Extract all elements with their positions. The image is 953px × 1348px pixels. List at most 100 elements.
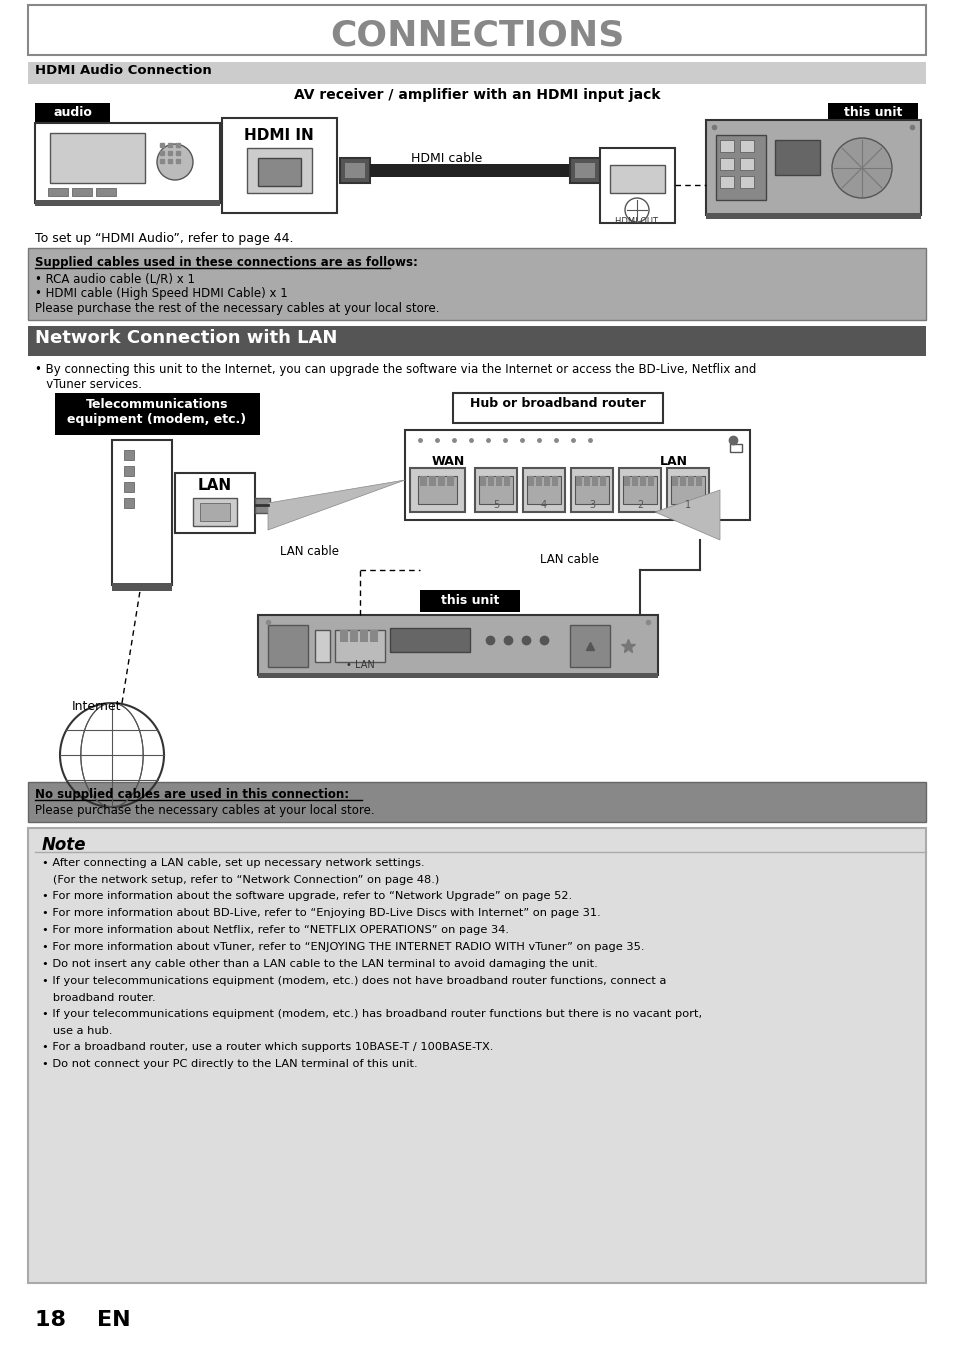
Bar: [254, 497, 270, 514]
Bar: [257, 673, 658, 678]
Bar: [575, 163, 595, 178]
Bar: [720, 140, 733, 152]
Bar: [631, 476, 638, 487]
Text: 5: 5: [493, 500, 498, 510]
Bar: [740, 140, 753, 152]
Text: • RCA audio cable (L/R) x 1: • RCA audio cable (L/R) x 1: [35, 272, 194, 284]
Bar: [475, 468, 517, 512]
Text: HDMI OUT: HDMI OUT: [615, 217, 658, 226]
Text: this unit: this unit: [842, 106, 902, 119]
Text: • For more information about BD-Live, refer to “Enjoying BD-Live Discs with Inte: • For more information about BD-Live, re…: [42, 909, 600, 918]
Bar: [740, 177, 753, 187]
Bar: [222, 119, 336, 213]
Bar: [55, 394, 260, 435]
Bar: [453, 394, 662, 423]
Bar: [124, 483, 133, 492]
Bar: [705, 213, 920, 218]
Bar: [647, 476, 654, 487]
Bar: [359, 630, 368, 642]
Text: Supplied cables used in these connections are as follows:: Supplied cables used in these connection…: [35, 256, 417, 270]
Text: LAN: LAN: [197, 479, 232, 493]
Bar: [670, 476, 704, 504]
Polygon shape: [655, 491, 720, 541]
Text: 18    EN: 18 EN: [35, 1310, 131, 1330]
Bar: [28, 782, 925, 822]
Bar: [339, 158, 370, 183]
Bar: [112, 439, 172, 585]
Text: Note: Note: [42, 836, 87, 855]
Bar: [417, 476, 456, 504]
Text: LAN: LAN: [659, 456, 687, 468]
Bar: [200, 503, 230, 520]
Text: • After connecting a LAN cable, set up necessary network settings.: • After connecting a LAN cable, set up n…: [42, 857, 424, 868]
Text: • For more information about Netflix, refer to “NETFLIX OPERATIONS” on page 34.: • For more information about Netflix, re…: [42, 925, 509, 936]
Bar: [429, 476, 436, 487]
Bar: [437, 476, 444, 487]
Text: Please purchase the necessary cables at your local store.: Please purchase the necessary cables at …: [35, 803, 375, 817]
Text: vTuner services.: vTuner services.: [35, 377, 142, 391]
Text: HDMI cable: HDMI cable: [411, 152, 482, 164]
Bar: [522, 468, 564, 512]
Bar: [96, 187, 116, 195]
Bar: [174, 473, 254, 532]
Bar: [35, 123, 220, 204]
Text: 4: 4: [540, 500, 546, 510]
Text: this unit: this unit: [440, 594, 498, 607]
Bar: [478, 476, 513, 504]
Text: LAN cable: LAN cable: [540, 553, 598, 566]
Bar: [35, 200, 220, 206]
Bar: [536, 476, 541, 487]
Bar: [503, 476, 510, 487]
Bar: [112, 582, 172, 590]
Bar: [193, 497, 236, 526]
Bar: [419, 590, 519, 612]
Bar: [257, 615, 658, 675]
Bar: [50, 133, 145, 183]
Text: 3: 3: [588, 500, 595, 510]
Bar: [569, 158, 599, 183]
Bar: [339, 630, 348, 642]
Circle shape: [831, 137, 891, 198]
Text: broadband router.: broadband router.: [42, 993, 155, 1003]
Bar: [257, 158, 301, 186]
Bar: [124, 450, 133, 460]
Bar: [609, 164, 664, 193]
Bar: [552, 476, 558, 487]
Text: LAN cable: LAN cable: [280, 545, 339, 558]
Text: audio: audio: [53, 106, 92, 119]
Circle shape: [624, 198, 648, 222]
Text: • Do not connect your PC directly to the LAN terminal of this unit.: • Do not connect your PC directly to the…: [42, 1060, 417, 1069]
Text: • If your telecommunications equipment (modem, etc.) has broadband router functi: • If your telecommunications equipment (…: [42, 1010, 701, 1019]
Text: WAN: WAN: [432, 456, 465, 468]
Bar: [390, 628, 470, 652]
Bar: [124, 497, 133, 508]
Bar: [729, 443, 741, 452]
Text: • Do not insert any cable other than a LAN cable to the LAN terminal to avoid da: • Do not insert any cable other than a L…: [42, 958, 598, 969]
Bar: [447, 476, 454, 487]
Text: • For more information about the software upgrade, refer to “Network Upgrade” on: • For more information about the softwar…: [42, 891, 572, 900]
Bar: [720, 177, 733, 187]
Bar: [247, 148, 312, 193]
Bar: [774, 140, 820, 175]
Bar: [592, 476, 598, 487]
Text: Telecommunications
equipment (modem, etc.): Telecommunications equipment (modem, etc…: [68, 398, 246, 426]
Bar: [543, 476, 550, 487]
Bar: [583, 476, 589, 487]
Text: To set up “HDMI Audio”, refer to page 44.: To set up “HDMI Audio”, refer to page 44…: [35, 232, 294, 245]
Bar: [571, 468, 613, 512]
Bar: [479, 476, 485, 487]
Bar: [28, 326, 925, 356]
Bar: [28, 248, 925, 319]
Text: • For more information about vTuner, refer to “ENJOYING THE INTERNET RADIO WITH : • For more information about vTuner, ref…: [42, 942, 644, 952]
Bar: [405, 430, 749, 520]
Text: AV receiver / amplifier with an HDMI input jack: AV receiver / amplifier with an HDMI inp…: [294, 88, 659, 102]
Bar: [575, 476, 608, 504]
Bar: [28, 828, 925, 1283]
Circle shape: [157, 144, 193, 181]
Bar: [720, 158, 733, 170]
Bar: [410, 468, 464, 512]
Bar: [268, 625, 308, 667]
Text: Internet: Internet: [71, 700, 121, 713]
Bar: [679, 476, 685, 487]
Bar: [696, 476, 701, 487]
